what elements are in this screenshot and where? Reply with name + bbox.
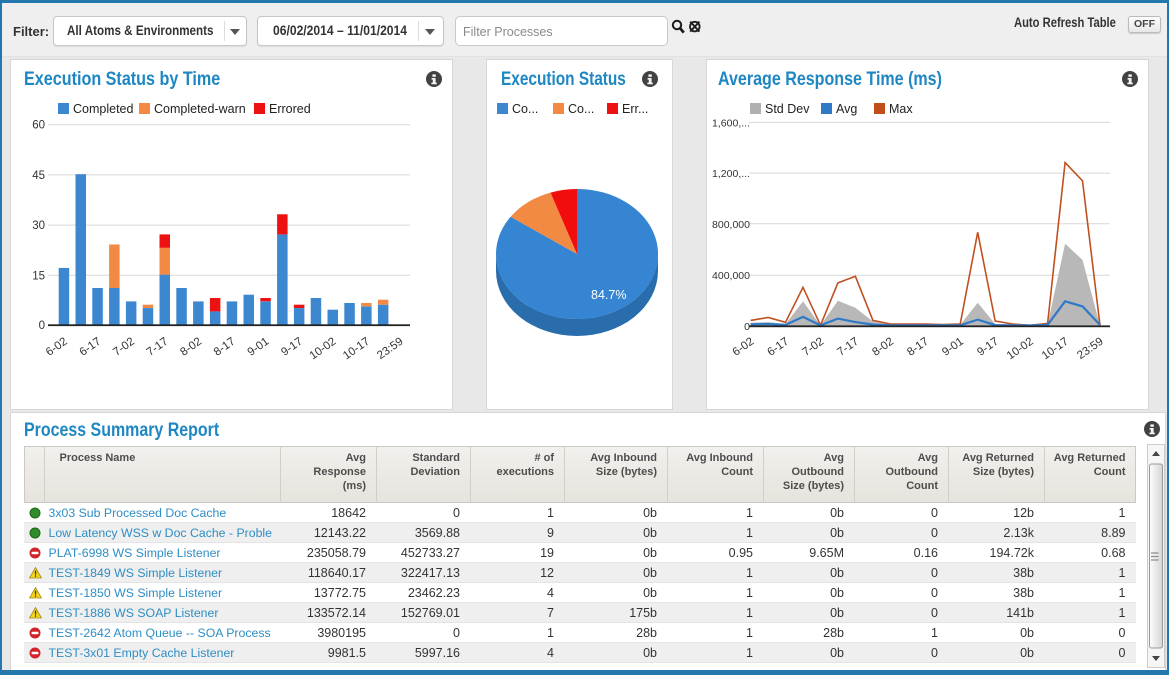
- svg-text:7-02: 7-02: [800, 336, 826, 359]
- svg-text:30: 30: [32, 220, 45, 232]
- svg-text:60: 60: [32, 120, 45, 132]
- svg-text:6-02: 6-02: [44, 336, 70, 359]
- svg-text:6-17: 6-17: [78, 336, 104, 359]
- svg-text:1,200,...: 1,200,...: [712, 168, 750, 180]
- svg-text:9-17: 9-17: [975, 336, 1001, 359]
- svg-text:6-02: 6-02: [731, 336, 757, 359]
- svg-text:0: 0: [39, 320, 45, 332]
- svg-text:6-17: 6-17: [765, 336, 791, 359]
- svg-text:10-02: 10-02: [308, 336, 339, 363]
- svg-text:400,000: 400,000: [712, 270, 750, 282]
- svg-text:7-17: 7-17: [145, 336, 171, 359]
- svg-text:9-17: 9-17: [279, 336, 305, 359]
- svg-text:9-01: 9-01: [246, 336, 272, 359]
- svg-text:7-02: 7-02: [111, 336, 137, 359]
- svg-text:7-17: 7-17: [835, 336, 861, 359]
- svg-text:0: 0: [744, 321, 750, 333]
- svg-text:800,000: 800,000: [712, 219, 750, 231]
- svg-text:10-17: 10-17: [1040, 336, 1071, 363]
- svg-text:8-17: 8-17: [905, 336, 931, 359]
- svg-text:15: 15: [32, 270, 45, 282]
- svg-text:8-02: 8-02: [870, 336, 896, 359]
- svg-text:84.7%: 84.7%: [591, 288, 626, 302]
- svg-text:23:59: 23:59: [1075, 336, 1105, 362]
- svg-text:45: 45: [32, 170, 45, 182]
- svg-text:8-02: 8-02: [178, 336, 204, 359]
- svg-text:1,600,...: 1,600,...: [712, 117, 750, 129]
- svg-text:10-17: 10-17: [341, 336, 372, 363]
- svg-text:10-02: 10-02: [1005, 336, 1036, 363]
- svg-text:23:59: 23:59: [375, 336, 405, 362]
- svg-text:8-17: 8-17: [212, 336, 238, 359]
- svg-text:9-01: 9-01: [940, 336, 966, 359]
